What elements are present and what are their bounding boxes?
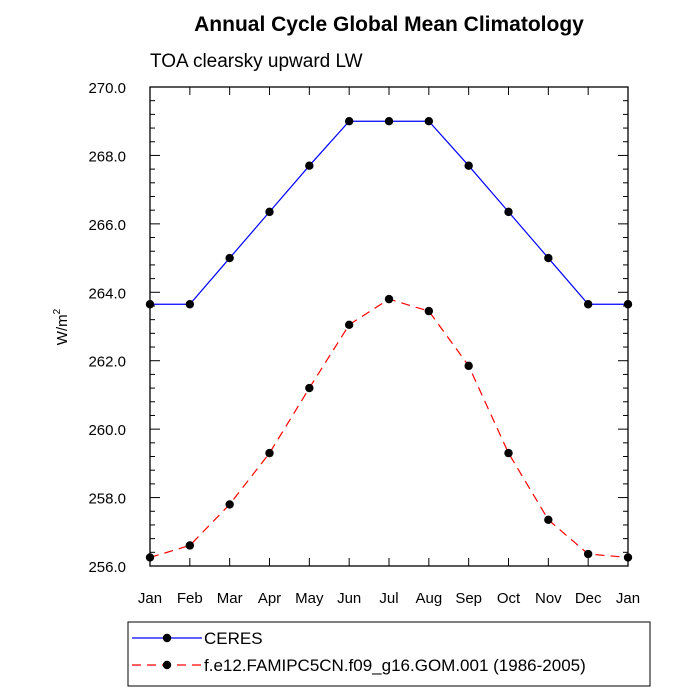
y-tick-label: 268.0 — [88, 148, 126, 165]
x-tick-label: Sep — [455, 590, 482, 607]
x-tick-label: Apr — [258, 590, 281, 607]
legend-label: CERES — [204, 629, 263, 648]
data-point — [344, 320, 354, 329]
y-tick-label: 258.0 — [88, 491, 126, 508]
data-point — [544, 515, 553, 525]
data-point — [305, 161, 314, 170]
y-tick-label: 266.0 — [88, 217, 126, 234]
y-axis-label: W/m2 — [52, 308, 71, 345]
data-point — [583, 549, 593, 559]
data-point — [504, 448, 513, 458]
data-point — [623, 553, 633, 562]
data-point — [344, 117, 354, 126]
data-point — [424, 306, 434, 316]
legend-entry-1: CERES — [132, 629, 263, 648]
y-axis-tick-labels: 256.0 258.0 260.0 262.0 264.0 266.0 268.0 270.0 — [88, 80, 126, 576]
x-tick-label: Nov — [535, 590, 562, 607]
legend-entry-2: f.e12.FAMIPC5CN.f09_g16.GOM.001 (1986-20… — [132, 656, 586, 675]
x-tick-label: Aug — [415, 590, 442, 607]
data-point — [265, 207, 274, 217]
y-tick-label: 270.0 — [88, 80, 126, 97]
data-point — [464, 361, 473, 371]
series-1 — [145, 117, 633, 309]
data-point — [145, 300, 155, 309]
x-tick-label: Dec — [575, 590, 602, 607]
chart-title: Annual Cycle Global Mean Climatology — [194, 13, 584, 36]
svg-text:W/m2: W/m2 — [52, 308, 71, 345]
y-axis-label-text: W/m — [54, 314, 71, 345]
data-point — [305, 383, 314, 393]
series-line — [150, 120, 628, 305]
x-tick-label: Jan — [138, 590, 162, 607]
legend-box — [127, 621, 651, 687]
data-point — [384, 117, 394, 126]
y-tick-label: 260.0 — [88, 422, 126, 439]
data-point — [623, 300, 633, 309]
series-2 — [145, 294, 633, 562]
axis-ticks — [149, 86, 629, 567]
legend-marker — [162, 633, 172, 643]
legend-marker — [162, 660, 172, 670]
data-point — [185, 300, 195, 309]
legend-label: f.e12.FAMIPC5CN.f09_g16.GOM.001 (1986-20… — [204, 656, 586, 675]
data-point — [225, 253, 234, 263]
chart-subtitle: TOA clearsky upward LW — [150, 51, 363, 72]
x-tick-label: Jan — [616, 590, 640, 607]
y-tick-label: 262.0 — [88, 354, 126, 371]
data-point — [544, 253, 553, 263]
plot-frame — [149, 86, 629, 567]
x-tick-label: May — [295, 590, 324, 607]
x-tick-label: Feb — [177, 590, 203, 607]
x-tick-label: Jul — [379, 590, 398, 607]
data-point — [225, 500, 234, 509]
y-tick-label: 256.0 — [88, 559, 126, 576]
series-layer — [145, 117, 633, 562]
data-point — [424, 117, 434, 126]
data-point — [464, 161, 473, 170]
series-line — [149, 298, 629, 559]
x-tick-label: Mar — [217, 590, 243, 607]
data-point — [185, 541, 195, 550]
data-point — [384, 294, 394, 304]
x-axis-tick-labels: Jan Feb Mar Apr May Jun Jul Aug Sep Oct Nov Dec Jan — [138, 590, 640, 607]
data-point — [583, 300, 593, 309]
legend: CERES f.e12.FAMIPC5CN.f09_g16.GOM.001 (19… — [132, 629, 586, 675]
data-point — [265, 448, 274, 458]
x-tick-label: Oct — [497, 590, 521, 607]
y-axis-label-superscript: 2 — [52, 308, 63, 314]
y-tick-label: 264.0 — [88, 285, 126, 302]
data-point — [145, 553, 155, 562]
x-tick-label: Jun — [337, 590, 361, 607]
data-point — [504, 207, 513, 217]
